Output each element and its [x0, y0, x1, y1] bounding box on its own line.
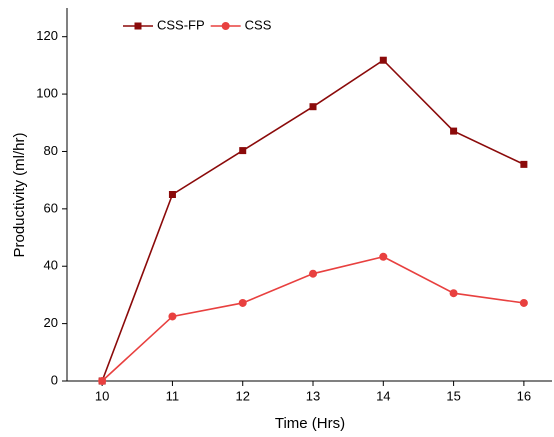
- marker: [238, 298, 247, 307]
- marker: [309, 269, 318, 278]
- marker: [520, 160, 528, 168]
- x-tick-label: 13: [306, 388, 320, 403]
- marker: [379, 56, 387, 64]
- x-tick-label: 16: [517, 388, 531, 403]
- legend-marker: [134, 22, 142, 30]
- legend-label: CSS: [245, 17, 272, 32]
- x-tick-label: 11: [166, 388, 180, 403]
- y-tick-label: 80: [44, 143, 58, 158]
- marker: [309, 103, 317, 111]
- x-tick-label: 14: [376, 388, 390, 403]
- marker: [379, 252, 388, 261]
- y-axis-label: Productivity (ml/hr): [11, 132, 28, 257]
- y-tick-label: 0: [51, 372, 58, 387]
- marker: [168, 191, 176, 198]
- marker: [519, 298, 528, 307]
- marker: [239, 147, 247, 155]
- marker: [449, 289, 458, 298]
- marker: [98, 377, 107, 385]
- x-tick-label: 15: [446, 388, 460, 403]
- x-tick-label: 10: [95, 388, 109, 403]
- x-axis-label: Time (Hrs): [275, 415, 345, 432]
- y-tick-label: 40: [44, 258, 58, 273]
- marker: [450, 127, 458, 135]
- y-tick-label: 100: [36, 86, 58, 101]
- y-tick-label: 120: [36, 28, 58, 43]
- y-tick-label: 60: [44, 200, 58, 215]
- y-tick-label: 20: [44, 315, 58, 330]
- legend-label: CSS-FP: [157, 17, 205, 32]
- legend-marker: [221, 22, 230, 30]
- marker: [168, 312, 177, 321]
- x-tick-label: 12: [235, 388, 249, 403]
